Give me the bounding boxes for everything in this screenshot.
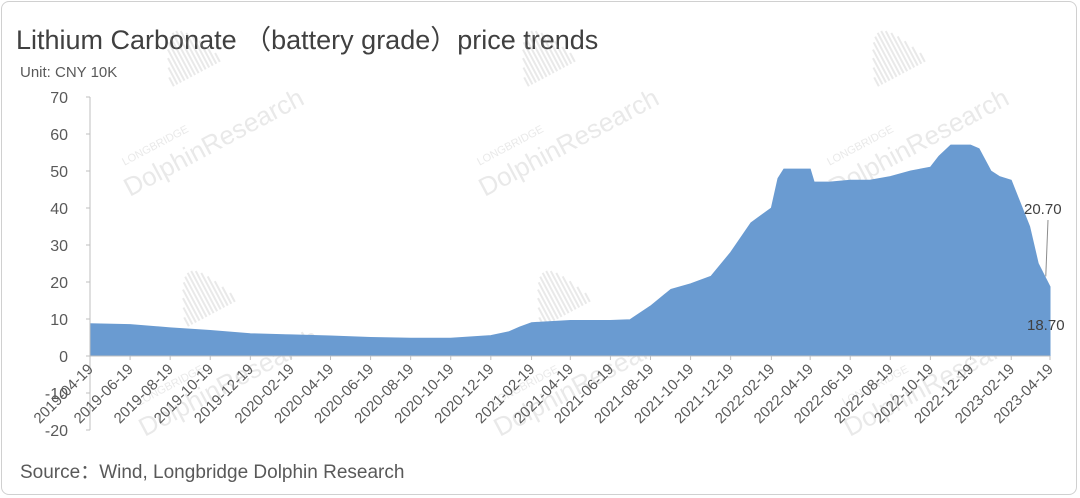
watermark-bar: [169, 36, 193, 78]
watermark-bar: [545, 270, 570, 314]
y-tick-label: 60: [50, 127, 68, 144]
watermark-bar: [186, 272, 211, 316]
watermark-bar: [206, 46, 218, 65]
y-tick-label: 50: [50, 164, 68, 181]
watermark-bar: [214, 52, 221, 63]
watermark-bar: [182, 289, 201, 322]
watermark-bar: [540, 32, 562, 70]
watermark-bar: [884, 30, 909, 72]
watermark-bar: [584, 292, 591, 303]
unit-label: Unit: CNY 10K: [20, 64, 118, 81]
watermark-bar: [198, 40, 214, 67]
watermark-bar: [183, 316, 190, 327]
watermark-bar: [522, 41, 544, 80]
watermark-bar: [537, 289, 556, 322]
watermark-bar: [911, 46, 923, 65]
watermark-bar: [553, 40, 569, 67]
price-area: [89, 144, 1051, 357]
watermark-bar: [541, 272, 566, 316]
watermark-bar: [880, 30, 905, 74]
watermark-bar: [179, 30, 204, 72]
watermark-bar: [561, 46, 573, 65]
y-tick-label: 70: [50, 90, 68, 107]
y-tick-label: -10: [45, 386, 68, 403]
watermark-bar: [903, 40, 919, 67]
watermark-bar: [167, 67, 179, 85]
watermark-bar: [206, 275, 226, 308]
y-tick-label: 30: [50, 238, 68, 255]
watermark-bar: [890, 32, 912, 70]
watermark-bar: [175, 30, 200, 74]
watermark-bar: [182, 281, 204, 320]
watermark-bar: [185, 32, 207, 70]
source-note: Source：Wind, Longbridge Dolphin Research: [20, 462, 405, 483]
watermark-bar: [213, 280, 229, 307]
watermark-bar: [555, 272, 577, 310]
watermark-bar: [229, 292, 236, 303]
watermark-bar: [876, 32, 901, 76]
watermark-bar: [537, 297, 552, 323]
watermark-bar: [167, 41, 189, 80]
watermark-bar: [168, 76, 175, 87]
watermark-bar: [896, 35, 916, 68]
watermark-bar: [569, 52, 576, 63]
watermark-bar: [526, 32, 551, 76]
watermark-text: DolphinResearch: [118, 82, 308, 202]
watermark-bar: [872, 41, 894, 80]
watermark-bar: [539, 276, 563, 318]
watermark-text: DolphinResearch: [473, 82, 663, 202]
y-tick-label: -20: [45, 423, 68, 440]
watermark-bar: [190, 270, 215, 314]
watermark-bar: [167, 57, 182, 83]
watermark-bar: [537, 307, 549, 325]
watermark-bar: [549, 270, 574, 312]
watermark-bar: [522, 67, 534, 85]
annotation-leader: [1045, 219, 1049, 277]
watermark-bar: [167, 49, 186, 82]
watermark-bar: [872, 57, 887, 83]
y-tick-label: 40: [50, 201, 68, 218]
watermark-bar: [182, 297, 197, 323]
watermark-bar: [200, 272, 222, 310]
watermark-bar: [522, 57, 537, 83]
watermark-bar: [576, 286, 588, 305]
annotation-label-high: 20.70: [1024, 201, 1062, 218]
chart-title: Lithium Carbonate （battery grade）price t…: [16, 25, 599, 55]
y-tick-label: 10: [50, 312, 68, 329]
watermark-bar: [568, 280, 584, 307]
watermark-bar: [522, 49, 541, 82]
watermark-bar: [184, 276, 208, 318]
watermark-bar: [919, 52, 926, 63]
watermark-bar: [874, 36, 898, 78]
watermark-bar: [524, 36, 548, 78]
watermark-bar: [191, 35, 211, 68]
watermark-bar: [534, 30, 559, 72]
annotation-label-latest: 18.70: [1027, 317, 1065, 334]
watermark-bar: [182, 307, 194, 325]
watermark-bar: [194, 270, 219, 312]
watermark-bar: [872, 67, 884, 85]
watermark-bar: [546, 35, 566, 68]
y-tick-label: 0: [59, 349, 68, 366]
watermark-bar: [171, 32, 196, 76]
watermark-bar: [221, 286, 233, 305]
y-tick-label: 20: [50, 275, 68, 292]
watermark-bar: [537, 281, 559, 320]
watermark-bar: [530, 30, 555, 74]
watermark-bar: [872, 49, 891, 82]
watermark-bar: [523, 76, 530, 87]
watermark-bar: [561, 275, 581, 308]
watermark-bar: [873, 76, 880, 87]
